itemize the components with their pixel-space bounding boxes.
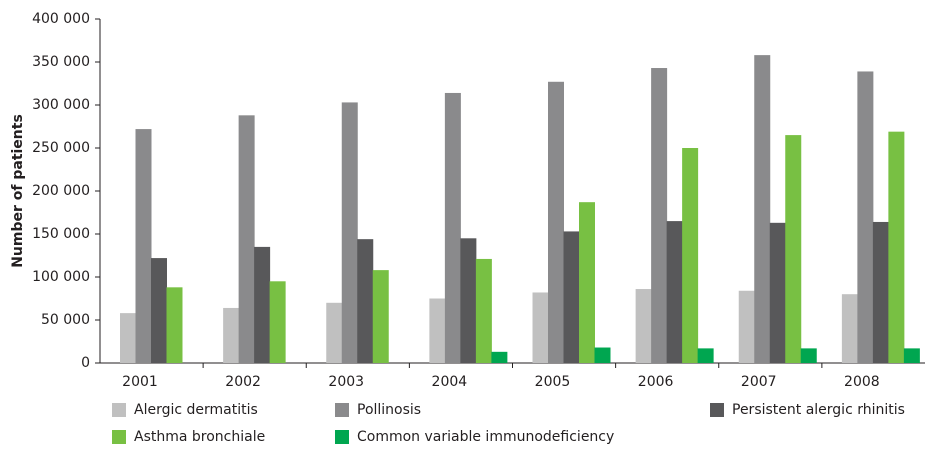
legend-label: Pollinosis <box>357 402 421 418</box>
bar <box>697 348 714 363</box>
bar <box>238 115 255 363</box>
x-tick-label: 2008 <box>844 374 880 390</box>
bar <box>475 258 492 363</box>
bar <box>872 221 889 363</box>
legend-swatch <box>335 430 349 444</box>
bar <box>800 348 817 363</box>
legend-swatch <box>710 403 724 417</box>
bar <box>651 68 668 364</box>
bar <box>888 131 905 363</box>
bar <box>594 347 611 363</box>
bar <box>903 348 920 363</box>
x-tick-label: 2005 <box>535 374 571 390</box>
bar <box>769 222 786 363</box>
bar <box>841 294 858 363</box>
y-tick-label: 50 000 <box>41 312 90 328</box>
bar <box>444 92 461 364</box>
x-tick-label: 2006 <box>638 374 674 390</box>
y-axis-label: Number of patients <box>10 114 26 268</box>
bar <box>429 298 446 363</box>
bar <box>223 307 240 363</box>
bar <box>563 231 580 363</box>
y-tick-label: 100 000 <box>32 269 90 285</box>
y-tick-label: 300 000 <box>32 97 90 113</box>
legend-swatch <box>335 403 349 417</box>
y-tick-label: 150 000 <box>32 226 90 242</box>
legend-label: Persistent alergic rhinitis <box>732 402 905 418</box>
bar <box>785 135 802 363</box>
bar <box>460 238 477 363</box>
y-tick-label: 350 000 <box>32 54 90 70</box>
x-tick-label: 2004 <box>432 374 468 390</box>
bar <box>682 148 699 363</box>
bar <box>372 270 389 363</box>
bar <box>326 302 343 363</box>
legend-label: Common variable immunodeficiency <box>357 429 614 445</box>
bar <box>254 246 271 363</box>
y-tick-label: 250 000 <box>32 140 90 156</box>
x-tick-label: 2002 <box>225 374 261 390</box>
bar <box>666 221 683 363</box>
y-tick-label: 0 <box>81 355 90 371</box>
bar <box>738 290 755 363</box>
bar <box>151 258 167 363</box>
x-tick-label: 2001 <box>122 374 158 390</box>
bar <box>357 239 374 363</box>
bar <box>754 55 771 364</box>
bar <box>635 289 652 363</box>
bar <box>166 287 183 363</box>
bar <box>120 313 136 363</box>
bar <box>491 351 508 363</box>
y-tick-label: 200 000 <box>32 183 90 199</box>
legend-label: Alergic dermatitis <box>134 402 258 418</box>
x-tick-label: 2003 <box>328 374 364 390</box>
bar <box>269 281 286 363</box>
legend-swatch <box>112 430 126 444</box>
bar <box>341 102 358 364</box>
bar <box>579 202 595 363</box>
bar <box>857 71 874 364</box>
x-tick-label: 2007 <box>741 374 777 390</box>
bar <box>532 292 549 363</box>
legend-swatch <box>112 403 126 417</box>
bar <box>548 81 564 363</box>
legend-label: Asthma bronchiale <box>134 429 265 445</box>
y-tick-label: 400 000 <box>32 11 90 27</box>
bar <box>135 129 152 363</box>
